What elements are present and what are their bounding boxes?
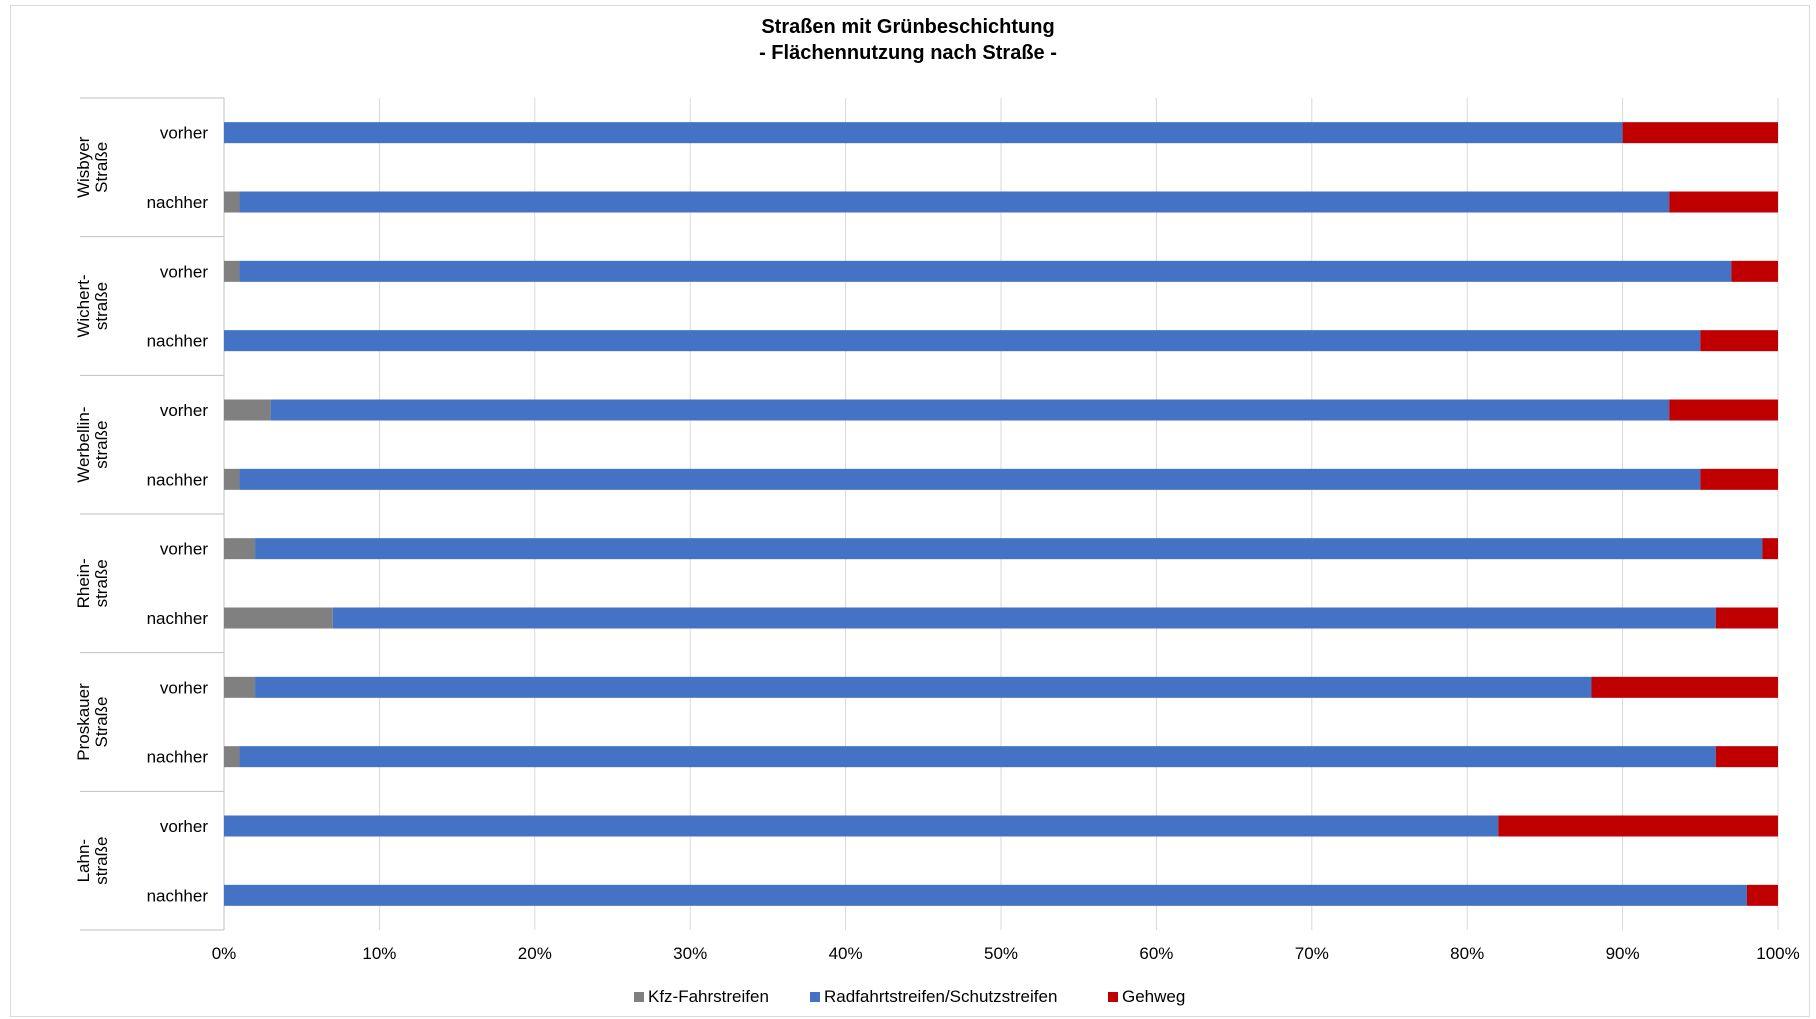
bar-segment-kfz-fahrstreifen <box>224 191 240 213</box>
bar-segment-gehweg <box>1700 330 1778 352</box>
group-label-line: Proskauer <box>74 683 93 761</box>
group-label-line: Wichert- <box>74 274 93 337</box>
group-label: ProskauerStraße <box>74 683 111 761</box>
x-tick-label: 20% <box>518 944 552 963</box>
x-tick-label: 60% <box>1139 944 1173 963</box>
legend-swatch <box>810 992 820 1002</box>
bar-segment-gehweg <box>1498 815 1778 837</box>
bar-category-label: nachher <box>147 193 209 212</box>
group-label: WisbyerStraße <box>74 136 111 198</box>
x-tick-label: 50% <box>984 944 1018 963</box>
bar-category-label: nachher <box>147 886 209 905</box>
group-label-line: straße <box>92 559 111 607</box>
chart-title: Straßen mit Grünbeschichtung - Flächennu… <box>0 14 1816 66</box>
bar-segment-gehweg <box>1669 191 1778 213</box>
bar-category-label: vorher <box>160 401 209 420</box>
bar-category-label: nachher <box>147 748 209 767</box>
bar-segment-gehweg <box>1622 122 1778 144</box>
bar-segment-radfahrtstreifen-schutzstreifen <box>224 330 1701 352</box>
bar-segment-radfahrtstreifen-schutzstreifen <box>239 191 1670 213</box>
bar-category-label: vorher <box>160 262 209 281</box>
bar-segment-gehweg <box>1762 538 1778 560</box>
bar-segment-radfahrtstreifen-schutzstreifen <box>239 468 1701 490</box>
bar-segment-gehweg <box>1700 468 1778 490</box>
bar-category-label: vorher <box>160 678 209 697</box>
x-tick-label: 10% <box>362 944 396 963</box>
x-tick-label: 30% <box>673 944 707 963</box>
bar-segment-radfahrtstreifen-schutzstreifen <box>239 746 1716 768</box>
bar-segment-gehweg <box>1669 399 1778 421</box>
bar-segment-kfz-fahrstreifen <box>224 746 240 768</box>
group-label: Lahn-straße <box>74 837 111 885</box>
bar-segment-gehweg <box>1715 746 1778 768</box>
bar-segment-radfahrtstreifen-schutzstreifen <box>224 815 1499 837</box>
group-label-line: Straße <box>92 142 111 193</box>
bar-segment-kfz-fahrstreifen <box>224 399 271 421</box>
group-label-line: Rhein- <box>74 558 93 608</box>
legend-label: Radfahrtstreifen/Schutzstreifen <box>824 987 1057 1006</box>
bar-segment-radfahrtstreifen-schutzstreifen <box>224 884 1747 906</box>
group-label-line: Lahn- <box>74 839 93 882</box>
x-tick-label: 80% <box>1450 944 1484 963</box>
bar-segment-radfahrtstreifen-schutzstreifen <box>224 122 1623 144</box>
bar-segment-radfahrtstreifen-schutzstreifen <box>255 676 1592 698</box>
bar-segment-gehweg <box>1715 607 1778 629</box>
group-label: Rhein-straße <box>74 558 111 608</box>
x-tick-label: 0% <box>212 944 237 963</box>
bar-category-label: nachher <box>147 609 209 628</box>
bar-segment-radfahrtstreifen-schutzstreifen <box>239 260 1732 282</box>
legend-swatch <box>1108 992 1118 1002</box>
bar-segment-gehweg <box>1591 676 1778 698</box>
group-label-line: Straße <box>92 696 111 747</box>
bar-category-label: nachher <box>147 332 209 351</box>
group-label-line: Wisbyer <box>74 136 93 198</box>
bar-segment-radfahrtstreifen-schutzstreifen <box>255 538 1763 560</box>
x-tick-label: 100% <box>1756 944 1799 963</box>
bar-segment-kfz-fahrstreifen <box>224 538 256 560</box>
chart-title-line1: Straßen mit Grünbeschichtung <box>761 16 1055 38</box>
bar-category-label: vorher <box>160 124 209 143</box>
bar-category-label: nachher <box>147 470 209 489</box>
bar-segment-gehweg <box>1731 260 1778 282</box>
chart-subtitle: - Flächennutzung nach Straße - <box>759 42 1057 64</box>
bar-segment-kfz-fahrstreifen <box>224 260 240 282</box>
bar-segment-radfahrtstreifen-schutzstreifen <box>332 607 1716 629</box>
x-tick-label: 70% <box>1295 944 1329 963</box>
group-label-line: straße <box>92 837 111 885</box>
group-label-line: Werbellin- <box>74 407 93 483</box>
group-label: Wichert-straße <box>74 274 111 337</box>
bar-category-label: vorher <box>160 817 209 836</box>
x-tick-label: 90% <box>1606 944 1640 963</box>
bar-category-label: vorher <box>160 540 209 559</box>
bar-segment-kfz-fahrstreifen <box>224 468 240 490</box>
x-tick-label: 40% <box>829 944 863 963</box>
bar-segment-kfz-fahrstreifen <box>224 676 256 698</box>
bar-segment-gehweg <box>1746 884 1778 906</box>
chart-frame <box>10 5 1810 1017</box>
group-label-line: straße <box>92 282 111 330</box>
group-label-line: straße <box>92 421 111 469</box>
group-label: Werbellin-straße <box>74 407 111 483</box>
bar-segment-kfz-fahrstreifen <box>224 607 333 629</box>
legend-swatch <box>634 992 644 1002</box>
legend-label: Kfz-Fahrstreifen <box>648 987 769 1006</box>
bar-segment-radfahrtstreifen-schutzstreifen <box>270 399 1670 421</box>
legend-label: Gehweg <box>1122 987 1185 1006</box>
